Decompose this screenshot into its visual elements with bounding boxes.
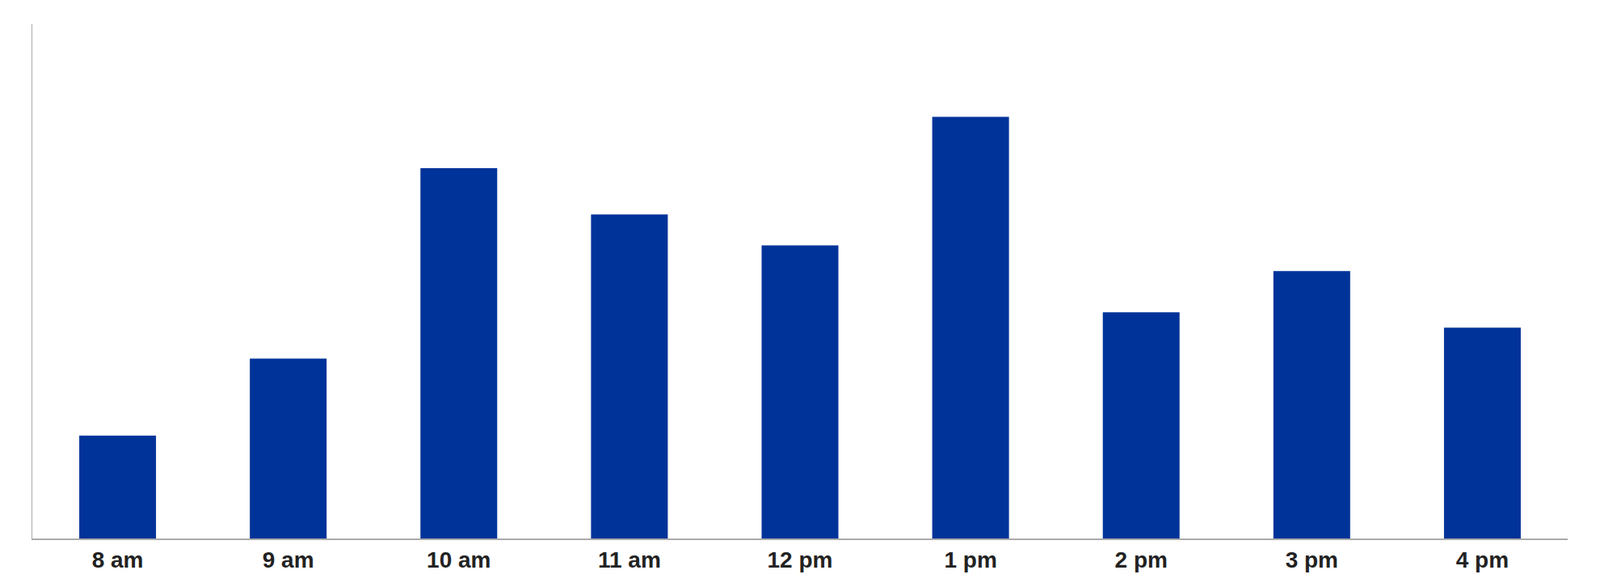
svg-text:12 pm: 12 pm [767, 547, 834, 573]
svg-text:3 pm: 3 pm [1285, 547, 1339, 573]
svg-text:10 am: 10 am [426, 547, 491, 573]
svg-text:1 pm: 1 pm [943, 547, 997, 573]
svg-text:11 am: 11 am [597, 547, 662, 573]
svg-text:9 am: 9 am [262, 547, 315, 573]
svg-text:2 pm: 2 pm [1115, 547, 1168, 573]
svg-text:8 am: 8 am [92, 547, 144, 573]
svg-text:4 pm: 4 pm [1456, 547, 1509, 573]
